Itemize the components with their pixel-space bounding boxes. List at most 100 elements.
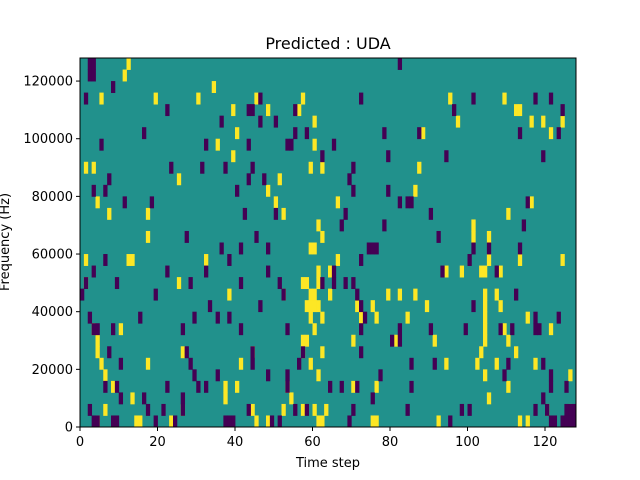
- heatmap-cell-low: [258, 92, 263, 105]
- heatmap-cell-high: [374, 380, 379, 393]
- heatmap-cell-high: [351, 334, 356, 347]
- heatmap-cell-low: [173, 415, 178, 428]
- heatmap-cell-high: [227, 288, 232, 301]
- heatmap-cell-high: [568, 369, 573, 382]
- heatmap-cell-low: [145, 403, 151, 416]
- heatmap-cell-low: [91, 184, 96, 197]
- heatmap-cell-low: [366, 242, 372, 255]
- heatmap-cell-low: [242, 207, 248, 220]
- heatmap-cell-low: [510, 323, 515, 336]
- heatmap-cell-high: [517, 254, 523, 266]
- heatmap-cell-high: [529, 196, 534, 209]
- heatmap-cell-low: [428, 323, 434, 336]
- heatmap-cell-low: [467, 254, 472, 266]
- heatmap-cell-high: [312, 300, 317, 313]
- heatmap-cell-low: [266, 369, 271, 382]
- heatmap-cell-low: [103, 184, 108, 197]
- heatmap-cell-high: [266, 104, 271, 117]
- heatmap-cell-high: [266, 415, 271, 428]
- heatmap-cell-low: [95, 323, 100, 336]
- heatmap-cell-low: [246, 104, 251, 117]
- heatmap-cells: [80, 58, 577, 428]
- heatmap-cell-high: [231, 104, 236, 117]
- heatmap-cell-low: [91, 58, 96, 70]
- heatmap-cell-low: [83, 92, 89, 105]
- heatmap-cell-low: [463, 323, 468, 336]
- heatmap-cell-high: [494, 288, 499, 301]
- heatmap-cell-high: [138, 415, 143, 428]
- heatmap-cell-high: [277, 173, 282, 186]
- heatmap-cell-high: [448, 92, 453, 105]
- heatmap-cell-low: [436, 230, 441, 243]
- heatmap-cell-low: [304, 403, 310, 416]
- heatmap-cell-low: [165, 380, 170, 393]
- heatmap-cell-low: [351, 184, 356, 197]
- heatmap-cell-high: [432, 334, 437, 347]
- heatmap-cell-high: [95, 196, 100, 209]
- heatmap-cell-high: [304, 277, 310, 290]
- heatmap-cell-high: [498, 265, 503, 278]
- heatmap-cell-high: [254, 415, 259, 428]
- heatmap-cell-low: [273, 207, 279, 220]
- heatmap-cell-high: [324, 403, 329, 416]
- heatmap-cell-high: [297, 104, 302, 117]
- heatmap-cell-low: [343, 277, 348, 290]
- heatmap-cell-low: [180, 392, 186, 405]
- heatmap-cell-high: [506, 380, 511, 393]
- heatmap-cell-low: [142, 127, 147, 140]
- heatmap-cell-high: [83, 161, 89, 174]
- heatmap-cell-high: [99, 92, 104, 105]
- heatmap-cell-low: [382, 127, 387, 140]
- heatmap-cell-high: [266, 184, 271, 197]
- heatmap-cell-low: [91, 69, 96, 82]
- heatmap-cell-low: [568, 415, 573, 428]
- heatmap-cell-high: [506, 334, 511, 347]
- heatmap-cell-low: [250, 357, 255, 370]
- heatmap-cell-low: [320, 277, 325, 290]
- heatmap-cell-high: [145, 357, 151, 370]
- heatmap-cell-low: [533, 92, 538, 105]
- heatmap-cell-high: [486, 254, 492, 266]
- y-axis-ticks: 0 20000 40000 60000 80000 100000 120000: [23, 75, 80, 436]
- heatmap-cell-low: [405, 196, 410, 209]
- heatmap-cell-low: [99, 138, 104, 151]
- heatmap-cell-low: [517, 127, 523, 140]
- heatmap-cell-high: [506, 207, 511, 220]
- heatmap-cell-low: [459, 403, 465, 416]
- heatmap-cell-high: [517, 415, 523, 428]
- heatmap-cell-low: [111, 415, 116, 428]
- heatmap-cell-low: [564, 415, 569, 428]
- heatmap-cell-low: [95, 415, 100, 428]
- heatmap-cell-low: [471, 92, 476, 105]
- heatmap-cell-high: [308, 242, 313, 255]
- heatmap-cell-high: [180, 346, 186, 359]
- heatmap-cell-low: [266, 265, 271, 278]
- heatmap-cell-low: [258, 300, 263, 313]
- heatmap-cell-high: [250, 403, 255, 416]
- heatmap-cell-high: [335, 196, 341, 209]
- heatmap-cell-high: [486, 392, 492, 405]
- heatmap-cell-high: [308, 357, 313, 370]
- heatmap-cell-low: [405, 403, 410, 416]
- heatmap-cell-low: [235, 184, 240, 197]
- heatmap-cell-low: [556, 127, 561, 140]
- y-tick-label: 120000: [23, 75, 73, 90]
- heatmap-cell-high: [211, 81, 217, 93]
- heatmap-cell-low: [397, 334, 403, 347]
- heatmap-cell-high: [145, 207, 151, 220]
- y-tick-label: 20000: [32, 363, 73, 378]
- heatmap-cell-low: [564, 380, 569, 393]
- heatmap-cell-high: [502, 92, 507, 105]
- heatmap-cell-low: [355, 288, 360, 301]
- heatmap-cell-low: [521, 219, 527, 232]
- heatmap-cell-low: [180, 403, 186, 416]
- heatmap-cell-low: [514, 288, 519, 301]
- heatmap-cell-low: [347, 415, 352, 428]
- heatmap-cell-low: [397, 196, 403, 209]
- heatmap-cell-low: [262, 173, 267, 186]
- heatmap-cell-low: [448, 415, 453, 428]
- heatmap-cell-high: [475, 357, 480, 370]
- heatmap-cell-high: [316, 300, 321, 313]
- heatmap-cell-low: [331, 277, 337, 290]
